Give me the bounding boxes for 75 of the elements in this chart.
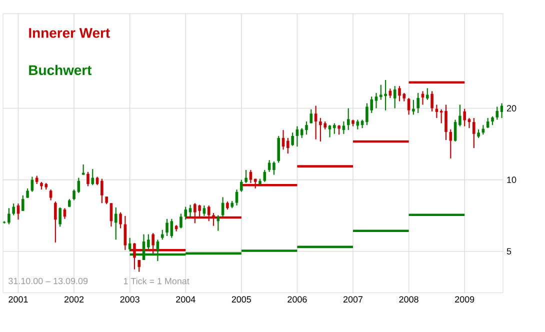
candlestick — [333, 122, 336, 134]
y-tick-label: 10 — [507, 176, 516, 183]
candlestick — [416, 92, 420, 114]
candlestick — [216, 214, 220, 232]
candlestick — [170, 218, 174, 238]
candlestick — [500, 102, 504, 119]
x-tick-label: 2007 — [343, 296, 363, 303]
candlestick — [100, 178, 104, 204]
x-tick-label: 2004 — [176, 296, 196, 303]
candlestick — [454, 119, 457, 142]
candlestick — [49, 189, 52, 201]
candlestick — [207, 204, 210, 222]
candlestick — [398, 86, 401, 102]
candlestick — [393, 86, 396, 109]
candlestick — [184, 206, 188, 220]
candlestick — [263, 169, 266, 182]
candlestick — [272, 160, 276, 176]
y-tick-label: 5 — [506, 248, 512, 254]
text: Innerer Wert — [29, 28, 110, 38]
candlestick — [91, 168, 94, 186]
candlestick — [26, 188, 29, 198]
annotation: 31.10.00 – 13.09.09 — [8, 278, 88, 284]
candlestick — [114, 206, 118, 240]
candlestick — [110, 202, 113, 228]
candlestick — [444, 104, 448, 141]
candlestick — [54, 201, 57, 244]
candlestick — [346, 108, 350, 131]
candlestick — [277, 135, 280, 164]
candlestick — [166, 218, 168, 237]
candlestick — [342, 120, 346, 134]
candlestick — [314, 105, 318, 140]
candlestick — [412, 99, 415, 116]
candlestick — [86, 171, 90, 187]
x-tick-label: 2006 — [288, 296, 307, 303]
candlestick — [458, 104, 462, 127]
candlestick — [430, 90, 434, 112]
candlestick — [244, 169, 248, 184]
x-tick-label: 2003 — [120, 296, 140, 303]
candlestick — [147, 234, 150, 250]
candlestick — [180, 213, 182, 229]
candlestick — [486, 117, 490, 129]
candlestick — [407, 97, 410, 116]
candlestick — [21, 194, 24, 212]
candlestick — [463, 108, 466, 127]
candlestick — [249, 169, 252, 184]
candlestick — [328, 124, 332, 138]
candlestick — [82, 164, 85, 176]
candlestick — [72, 189, 76, 201]
text: Buchwert — [29, 64, 92, 76]
candlestick — [472, 117, 476, 149]
candlestick — [268, 160, 271, 172]
x-tick-label: 2008 — [399, 296, 418, 303]
x-tick-label: 2002 — [64, 296, 84, 303]
candlestick — [128, 237, 132, 252]
candlestick — [449, 128, 452, 159]
candlestick — [8, 208, 10, 225]
candlestick — [496, 106, 499, 120]
candlestick — [12, 202, 15, 216]
candlestick — [468, 117, 471, 129]
candlestick — [426, 88, 429, 100]
candlestick — [160, 229, 164, 240]
x-tick-label: 2005 — [232, 296, 252, 303]
x-tick-label: 2001 — [8, 296, 28, 303]
candlestick — [291, 132, 294, 146]
candlestick — [374, 92, 378, 109]
x-tick-label: 2009 — [455, 296, 474, 303]
candlestick — [240, 179, 243, 192]
candlestick — [338, 124, 340, 136]
candlestick — [212, 212, 215, 226]
candlestick — [119, 212, 122, 229]
candlestick — [58, 206, 62, 228]
y-tick-label: 20 — [506, 105, 516, 112]
candlestick — [188, 204, 192, 218]
candlestick — [286, 137, 290, 154]
annotation: 1 Tick = 1 Monat — [124, 278, 190, 284]
